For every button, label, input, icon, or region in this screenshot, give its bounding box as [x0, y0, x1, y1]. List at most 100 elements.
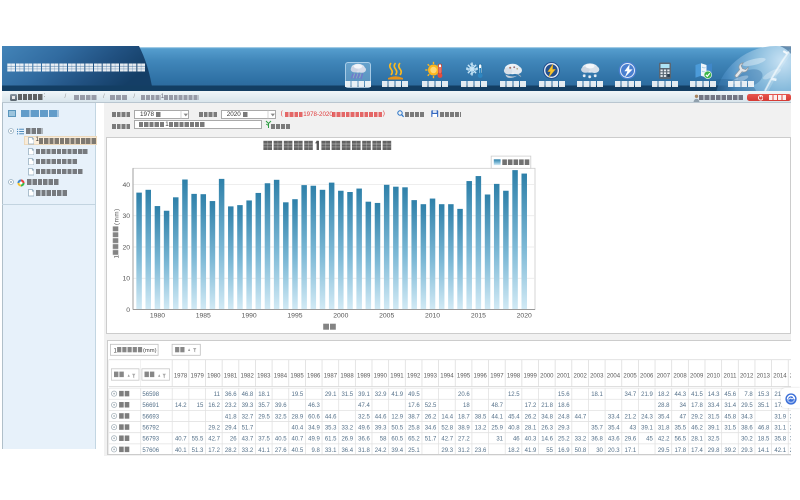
svg-text:21.8: 21.8: [541, 403, 553, 409]
svg-text:31: 31: [496, 436, 503, 442]
svg-text:23.2: 23.2: [224, 403, 236, 409]
svg-text:33.1: 33.1: [324, 447, 336, 453]
svg-text:56793: 56793: [142, 436, 159, 442]
svg-text:39.6: 39.6: [274, 403, 286, 409]
svg-text:42.2: 42.2: [657, 436, 669, 442]
svg-text:29.3: 29.3: [557, 425, 569, 431]
svg-text:35.1: 35.1: [757, 403, 769, 409]
svg-text:24.2: 24.2: [374, 447, 386, 453]
svg-text:38.7: 38.7: [408, 414, 420, 420]
svg-text:23.6: 23.6: [474, 447, 486, 453]
svg-text:44.6: 44.6: [324, 414, 336, 420]
svg-text:1994: 1994: [440, 373, 454, 379]
svg-text:2007: 2007: [656, 373, 670, 379]
svg-text:0: 0: [126, 307, 130, 314]
svg-text:1985: 1985: [195, 313, 210, 320]
svg-text:36.4: 36.4: [341, 447, 353, 453]
svg-text:2003: 2003: [590, 373, 604, 379]
svg-text:25.8: 25.8: [408, 425, 420, 431]
svg-text:19.5: 19.5: [291, 392, 303, 398]
svg-text:60.6: 60.6: [308, 414, 320, 420]
svg-text:1998: 1998: [506, 373, 520, 379]
svg-text:50.8: 50.8: [574, 447, 586, 453]
svg-text:29.2: 29.2: [691, 414, 703, 420]
svg-text:26.9: 26.9: [341, 436, 353, 442]
svg-text:25.1: 25.1: [408, 447, 420, 453]
svg-text:34.3: 34.3: [741, 414, 753, 420]
svg-text:2000: 2000: [540, 373, 554, 379]
svg-text:2011: 2011: [723, 373, 737, 379]
svg-text:36.6: 36.6: [358, 436, 370, 442]
svg-text:17.2: 17.2: [208, 447, 220, 453]
svg-text:39.3: 39.3: [241, 403, 253, 409]
svg-text:2015: 2015: [789, 373, 790, 379]
svg-text:1997: 1997: [490, 373, 504, 379]
svg-text:34.8: 34.8: [541, 414, 553, 420]
svg-text:32.5: 32.5: [274, 414, 286, 420]
svg-text:15.6: 15.6: [557, 392, 569, 398]
svg-text:56.5: 56.5: [674, 436, 686, 442]
svg-text:35.7: 35.7: [258, 403, 270, 409]
svg-text:30: 30: [596, 447, 603, 453]
svg-text:1980: 1980: [207, 373, 221, 379]
svg-text:20: 20: [122, 244, 130, 251]
svg-text:2015: 2015: [470, 313, 485, 320]
svg-text:47.4: 47.4: [358, 403, 370, 409]
svg-text:2014: 2014: [773, 373, 787, 379]
svg-text:45.6: 45.6: [724, 392, 736, 398]
svg-text:42.7: 42.7: [208, 436, 220, 442]
svg-text:58: 58: [379, 436, 386, 442]
svg-text:60.5: 60.5: [391, 436, 403, 442]
svg-text:12.9: 12.9: [391, 414, 403, 420]
svg-text:1981: 1981: [223, 373, 237, 379]
svg-text:2020: 2020: [516, 313, 531, 320]
svg-text:33.2: 33.2: [341, 425, 353, 431]
svg-text:41.9: 41.9: [524, 447, 536, 453]
svg-text:27.6: 27.6: [274, 447, 286, 453]
svg-text:31.1: 31.1: [774, 425, 786, 431]
svg-text:32.5: 32.5: [707, 436, 719, 442]
svg-text:1982: 1982: [240, 373, 254, 379]
svg-text:56691: 56691: [142, 403, 159, 409]
svg-text:2005: 2005: [379, 313, 394, 320]
svg-text:21.9: 21.9: [641, 392, 653, 398]
svg-text:11: 11: [213, 392, 220, 398]
svg-text:17.8: 17.8: [674, 447, 686, 453]
svg-text:18.7: 18.7: [458, 414, 470, 420]
svg-text:35.5: 35.5: [674, 425, 686, 431]
svg-text:18: 18: [463, 403, 470, 409]
svg-text:26.2: 26.2: [424, 414, 436, 420]
svg-text:25.9: 25.9: [491, 425, 503, 431]
svg-text:24.3: 24.3: [641, 414, 653, 420]
svg-text:1978: 1978: [173, 373, 187, 379]
svg-text:34.9: 34.9: [308, 425, 320, 431]
svg-text:(mm): (mm): [113, 208, 120, 225]
svg-text:16.2: 16.2: [208, 403, 220, 409]
svg-text:28.2: 28.2: [224, 447, 236, 453]
svg-text:43.6: 43.6: [607, 436, 619, 442]
svg-text:32.7: 32.7: [241, 414, 253, 420]
svg-text:3: 3: [789, 436, 790, 442]
svg-text:46.8: 46.8: [757, 425, 769, 431]
svg-text:26.2: 26.2: [524, 414, 536, 420]
svg-text:25.2: 25.2: [557, 436, 569, 442]
svg-text:40.7: 40.7: [174, 436, 186, 442]
svg-text:14.1: 14.1: [757, 447, 769, 453]
svg-text:18.6: 18.6: [557, 403, 569, 409]
svg-text:14.6: 14.6: [541, 436, 553, 442]
svg-text:18.1: 18.1: [258, 392, 270, 398]
svg-text:45.4: 45.4: [507, 414, 519, 420]
svg-text:29.6: 29.6: [624, 436, 636, 442]
svg-text:31.5: 31.5: [707, 414, 719, 420]
svg-text:35.3: 35.3: [324, 425, 336, 431]
svg-text:2006: 2006: [640, 373, 654, 379]
svg-text:2008: 2008: [673, 373, 687, 379]
svg-text:46.3: 46.3: [308, 403, 320, 409]
svg-text:31.4: 31.4: [724, 403, 736, 409]
svg-text:29.5: 29.5: [258, 414, 270, 420]
svg-text:44.7: 44.7: [574, 414, 586, 420]
svg-text:21.2: 21.2: [624, 414, 636, 420]
svg-text:41.1: 41.1: [258, 447, 270, 453]
svg-text:56792: 56792: [142, 425, 159, 431]
svg-text:2010: 2010: [424, 313, 439, 320]
